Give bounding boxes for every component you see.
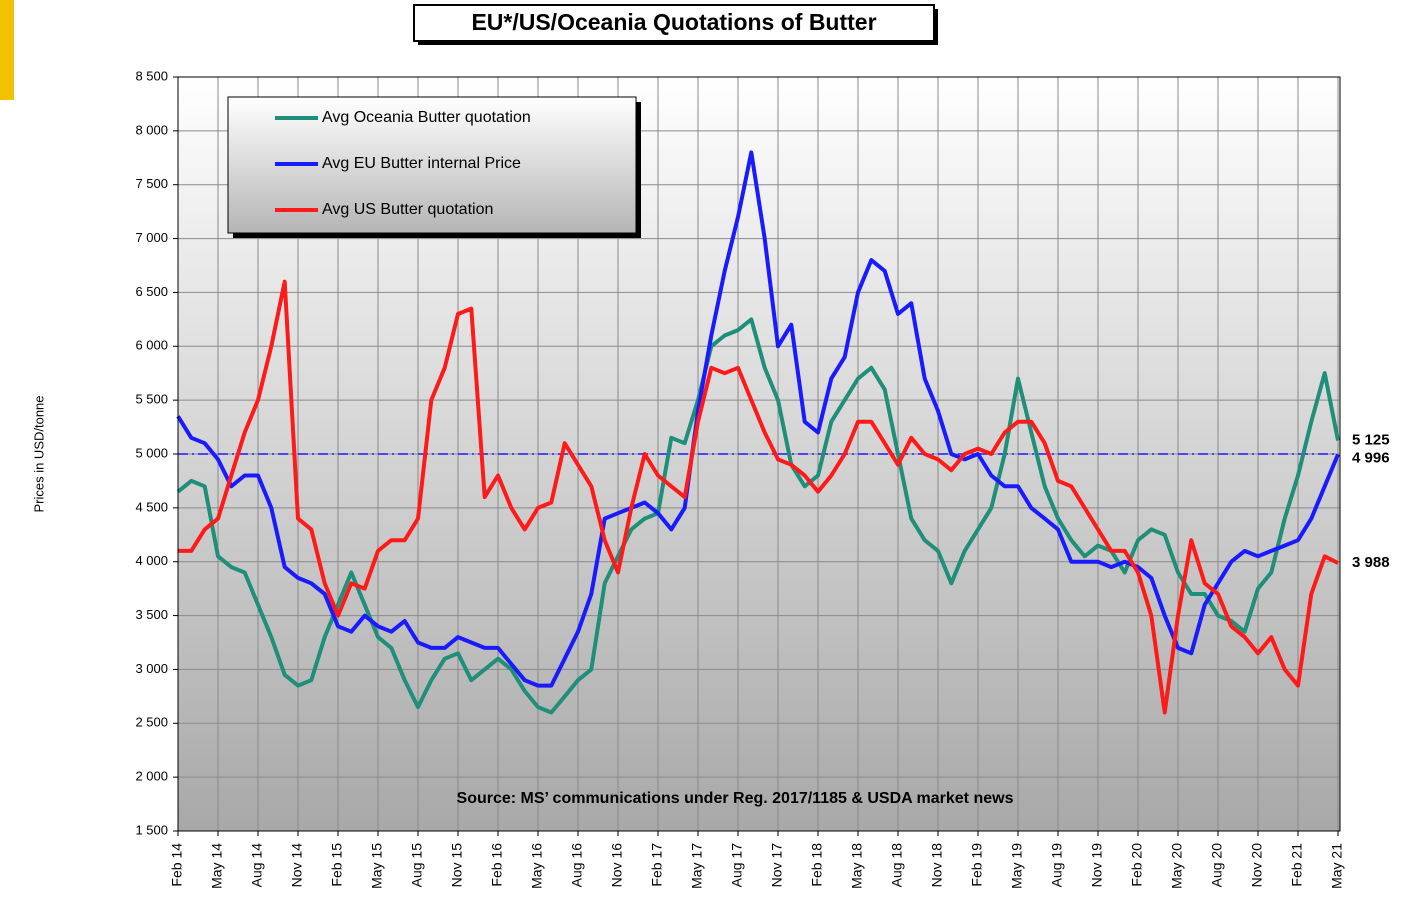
x-tick-label: Nov 15 bbox=[449, 843, 465, 888]
x-tick-label: Feb 19 bbox=[969, 843, 985, 887]
x-tick-label: Feb 21 bbox=[1289, 843, 1305, 887]
legend-label: Avg EU Butter internal Price bbox=[322, 155, 521, 172]
y-tick-label: 8 500 bbox=[135, 68, 168, 83]
y-tick-label: 1 500 bbox=[135, 822, 168, 837]
y-tick-label: 4 000 bbox=[135, 553, 168, 568]
y-tick-label: 7 000 bbox=[135, 230, 168, 245]
y-tick-label: 2 500 bbox=[135, 715, 168, 730]
legend-label: Avg US Butter quotation bbox=[322, 201, 493, 218]
x-tick-label: Feb 16 bbox=[489, 843, 505, 887]
y-tick-label: 8 000 bbox=[135, 122, 168, 137]
x-tick-label: May 14 bbox=[209, 843, 225, 889]
x-tick-label: Feb 15 bbox=[329, 843, 345, 887]
x-tick-label: Aug 16 bbox=[569, 843, 585, 888]
chart-title: EU*/US/Oceania Quotations of Butter bbox=[471, 9, 876, 35]
x-tick-label: Nov 16 bbox=[609, 843, 625, 888]
x-tick-label: May 18 bbox=[849, 843, 865, 889]
x-tick-label: Aug 19 bbox=[1049, 843, 1065, 888]
x-tick-label: Feb 18 bbox=[809, 843, 825, 887]
y-tick-label: 7 500 bbox=[135, 176, 168, 191]
x-tick-label: May 16 bbox=[529, 843, 545, 889]
y-tick-label: 5 000 bbox=[135, 445, 168, 460]
corner-stripe bbox=[0, 0, 14, 100]
source-note: Source: MS’ communications under Reg. 20… bbox=[457, 790, 1014, 807]
x-tick-label: Nov 20 bbox=[1249, 843, 1265, 888]
x-tick-label: May 19 bbox=[1009, 843, 1025, 889]
x-tick-label: Feb 14 bbox=[169, 843, 185, 887]
x-tick-label: Feb 20 bbox=[1129, 843, 1145, 887]
x-tick-label: May 15 bbox=[369, 843, 385, 889]
legend: Avg Oceania Butter quotation Avg EU Butte… bbox=[227, 96, 641, 238]
x-tick-label: May 21 bbox=[1329, 843, 1345, 889]
y-tick-label: 5 500 bbox=[135, 392, 168, 407]
lines bbox=[176, 150, 1340, 715]
end-value-label: 3 988 bbox=[1352, 554, 1390, 571]
y-tick-label: 6 000 bbox=[135, 338, 168, 353]
x-tick-label: Nov 19 bbox=[1089, 843, 1105, 888]
x-tick-label: Aug 18 bbox=[889, 843, 905, 888]
y-axis-label: Prices in USD/tonne bbox=[31, 395, 46, 512]
x-tick-label: Aug 17 bbox=[729, 843, 745, 888]
y-tick-label: 6 500 bbox=[135, 284, 168, 299]
end-value-label: 5 125 bbox=[1352, 432, 1390, 449]
x-tick-label: Nov 18 bbox=[929, 843, 945, 888]
legend-label: Avg Oceania Butter quotation bbox=[322, 109, 531, 126]
series-line bbox=[178, 279, 1339, 715]
x-tick-label: Aug 14 bbox=[249, 843, 265, 888]
x-tick-label: May 17 bbox=[689, 843, 705, 889]
end-value-label: 4 996 bbox=[1352, 449, 1390, 466]
x-tick-label: Feb 17 bbox=[649, 843, 665, 887]
title-box bbox=[413, 4, 935, 42]
x-tick-label: May 20 bbox=[1169, 843, 1185, 889]
series-line bbox=[176, 150, 1340, 688]
x-tick-label: Nov 14 bbox=[289, 843, 305, 888]
y-tick-label: 4 500 bbox=[135, 499, 168, 514]
x-tick-label: Aug 15 bbox=[409, 843, 425, 888]
x-tick-label: Nov 17 bbox=[769, 843, 785, 888]
y-tick-label: 3 000 bbox=[135, 661, 168, 676]
y-tick-label: 2 000 bbox=[135, 769, 168, 784]
plot-border bbox=[177, 76, 1341, 832]
x-tick-label: Aug 20 bbox=[1209, 843, 1225, 888]
y-tick-label: 3 500 bbox=[135, 607, 168, 622]
